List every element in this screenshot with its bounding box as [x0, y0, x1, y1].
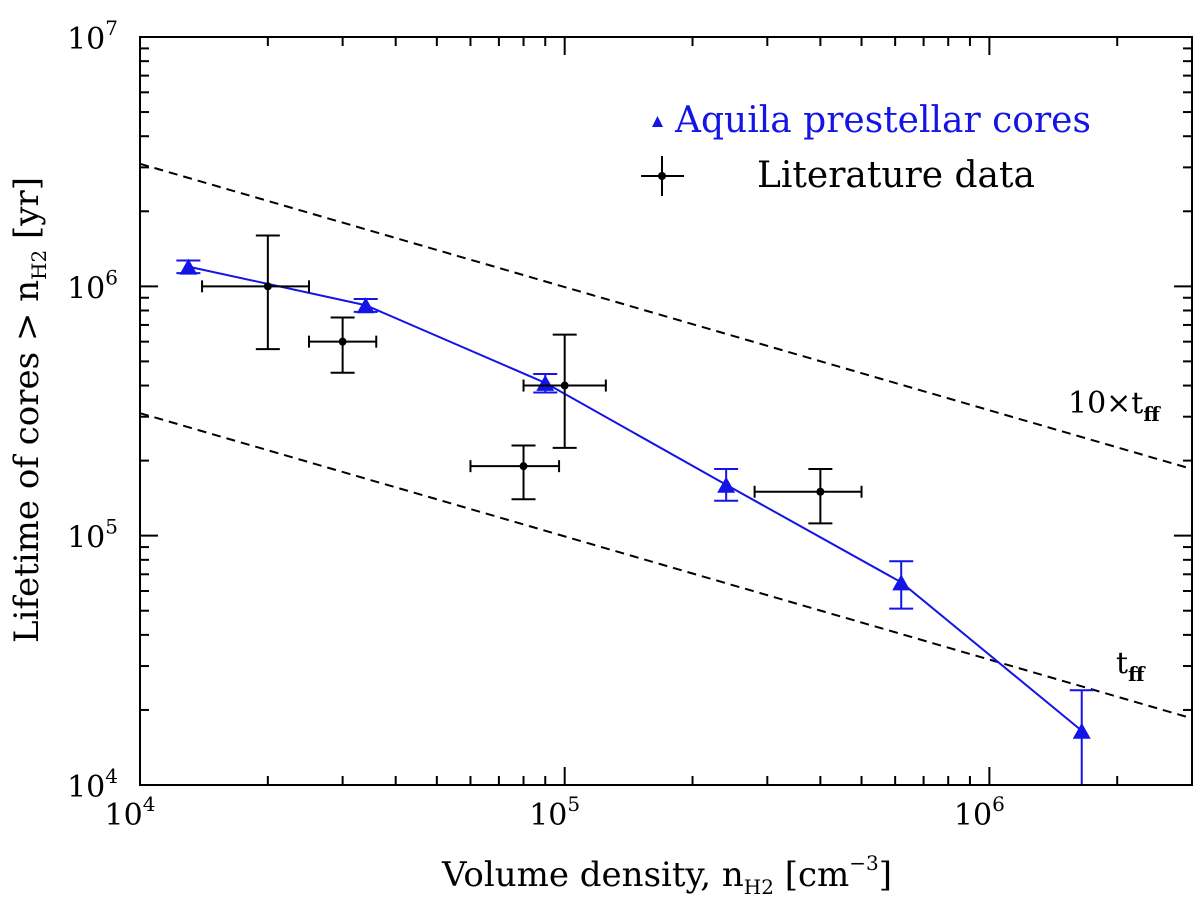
x-tick-label: 105 [529, 792, 580, 833]
literature-point [519, 462, 528, 471]
y-tick-label: 107 [67, 16, 118, 57]
aquila-point [179, 258, 198, 275]
legend-aquila-label: Aquila prestellar cores [674, 100, 1091, 141]
aquila-point [892, 574, 911, 591]
literature-point [338, 337, 347, 346]
x-tick-label: 104 [105, 792, 156, 833]
legend-aquila-marker [652, 116, 663, 127]
literature-point [560, 381, 569, 390]
x-axis-title: Volume density, nH2 [cm−3] [441, 851, 892, 899]
legend: Aquila prestellar cores Literature data [641, 100, 1091, 196]
tick-labels: 104 105 106 104 105 106 107 [67, 16, 1005, 833]
axes [139, 36, 1193, 786]
y-tick-label: 104 [67, 764, 118, 805]
aquila-point [356, 297, 375, 314]
legend-literature-label: Literature data [757, 155, 1035, 196]
ref-line-label-10tff: 10×tff [1068, 386, 1161, 426]
literature-point [816, 487, 825, 496]
aquila-series-line [188, 265, 1083, 732]
reference-line-10tff [139, 162, 1193, 471]
ref-line-label-tff: tff [1116, 646, 1146, 686]
plot-frame [139, 36, 1193, 786]
y-tick-label: 105 [67, 515, 118, 556]
legend-literature-marker [658, 172, 666, 180]
aquila-point [536, 374, 555, 391]
markers [176, 234, 1094, 785]
aquila-point [1072, 722, 1091, 739]
aquila-series-line-group [188, 265, 1083, 732]
reference-lines [139, 162, 1193, 720]
y-tick-label: 106 [67, 265, 118, 306]
reference-line-tff [139, 412, 1193, 720]
y-axis-title: Lifetime of cores > nH2 [yr] [7, 177, 51, 643]
x-tick-label: 106 [954, 792, 1005, 833]
aquila-point [717, 476, 736, 493]
literature-point [263, 282, 272, 291]
